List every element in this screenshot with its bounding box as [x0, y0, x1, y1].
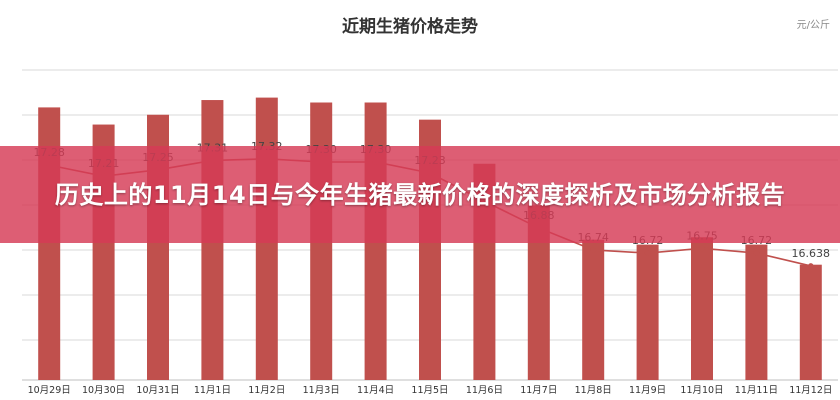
x-tick-label: 11月3日 [303, 385, 340, 396]
x-tick-label: 11月4日 [357, 385, 394, 396]
bar [799, 264, 822, 380]
x-tick-label: 10月29日 [28, 385, 71, 396]
x-tick-label: 11月12日 [789, 385, 832, 396]
x-tick-label: 11月9日 [629, 385, 666, 396]
bar [582, 239, 605, 380]
unit-label: 元/公斤 [797, 19, 830, 31]
trend-point [808, 263, 814, 269]
x-tick-label: 11月1日 [194, 385, 231, 396]
x-tick-label: 10月31日 [136, 385, 179, 396]
x-tick-label: 11月8日 [575, 385, 612, 396]
trend-point [590, 247, 596, 253]
x-tick-label: 10月30日 [82, 385, 125, 396]
bar [691, 237, 713, 380]
data-label: 16.638 [792, 247, 831, 260]
trend-point [699, 245, 705, 252]
x-tick-label: 11月7日 [520, 385, 557, 396]
x-tick-label: 11月11日 [735, 385, 778, 396]
bar [745, 244, 768, 380]
banner-title: 历史上的11月14日与今年生猪最新价格的深度探析及市场分析报告 [54, 180, 786, 209]
x-axis: 10月29日 10月30日 10月31日 11月1日 11月2日 11月3日 11月4日 11… [28, 385, 833, 396]
x-tick-label: 11月10日 [680, 385, 723, 396]
trend-point [753, 250, 760, 256]
bar [636, 244, 659, 380]
trend-point [644, 250, 651, 256]
x-tick-label: 11月5日 [411, 385, 448, 396]
x-tick-label: 11月2日 [248, 385, 285, 396]
chart-title: 近期生猪价格走势 [342, 16, 478, 37]
title-banner: 历史上的11月14日与今年生猪最新价格的深度探析及市场分析报告 [0, 146, 840, 243]
x-tick-label: 11月6日 [466, 385, 503, 396]
bar [527, 205, 550, 380]
